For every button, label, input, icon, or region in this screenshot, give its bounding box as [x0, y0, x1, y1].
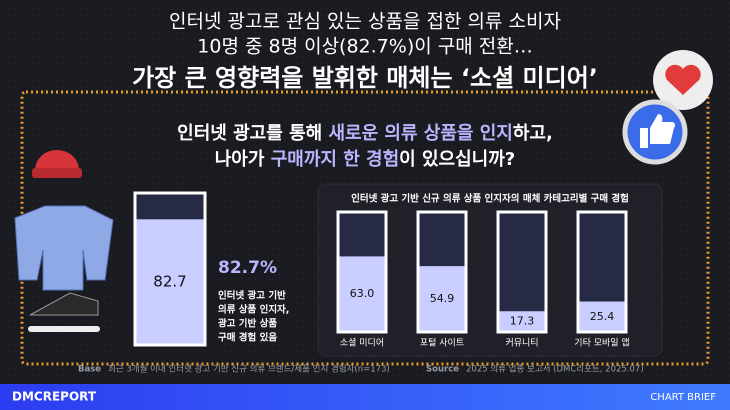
annotation: 82.7% [218, 258, 277, 278]
question: 인터넷 광고를 통해 새로운 의류 상품을 인지하고, [177, 123, 553, 144]
value-label: 54.9 [430, 292, 455, 305]
icons [14, 50, 713, 332]
brand: DMCREPORT [12, 390, 97, 404]
x-tick-label: 포털 사이트 [420, 337, 464, 349]
base-label: Base [78, 365, 101, 375]
value-label: 25.4 [590, 310, 615, 323]
bar [579, 301, 625, 331]
source: 2025 의류 업종 보고서 (DMC리포트, 2025.07) [466, 364, 644, 375]
value-label: 17.3 [510, 315, 535, 328]
footer-bar [0, 384, 730, 410]
question-part: 나아가 [215, 149, 271, 170]
question: 나아가 구매까지 한 경험이 있으십니까? [215, 148, 515, 170]
question-part: 이 있으십니까? [399, 149, 515, 170]
header-line: 10명 중 8명 이상(82.7%)이 구매 전환… [197, 36, 532, 58]
question-part: 인터넷 광고를 통해 [177, 123, 328, 144]
value-label: 82.7 [153, 273, 186, 291]
bar [419, 266, 465, 331]
source-label: Source [426, 365, 459, 375]
chart-panel [317, 183, 663, 357]
bar [499, 311, 545, 331]
value-label: 63.0 [350, 287, 375, 300]
bar [339, 256, 385, 331]
x-tick-label: 커뮤니티 [505, 338, 538, 349]
description: 구매 경험 있음 [218, 332, 277, 344]
bar [136, 219, 204, 344]
x-tick-label: 기타 모바일 앱 [574, 337, 629, 349]
headline: 가장 큰 영향력을 발휘한 매체는 ‘소셜 미디어’ [132, 64, 598, 92]
question-part: 구매까지 한 경험 [271, 148, 399, 170]
description: 광고 기반 상품 [218, 318, 277, 330]
chart-title: 인터넷 광고 기반 신규 의류 상품 인지자의 매체 카테고리별 구매 경험 [351, 193, 629, 205]
description: 의류 상품 인지자, [218, 304, 289, 316]
x-tick-label: 소셜 미디어 [340, 338, 384, 349]
header-line: 인터넷 광고로 관심 있는 상품을 접한 의류 소비자 [169, 11, 561, 33]
description: 인터넷 광고 기반 [218, 290, 286, 302]
question-part: 하고, [513, 123, 553, 144]
base: 최근 3개월 이내 인터넷 광고 기반 신규 의류 브랜드/제품 인지 경험자(… [108, 364, 390, 375]
question-part: 새로운 의류 상품을 인지 [328, 123, 512, 144]
tag: CHART BRIEF [650, 392, 716, 403]
